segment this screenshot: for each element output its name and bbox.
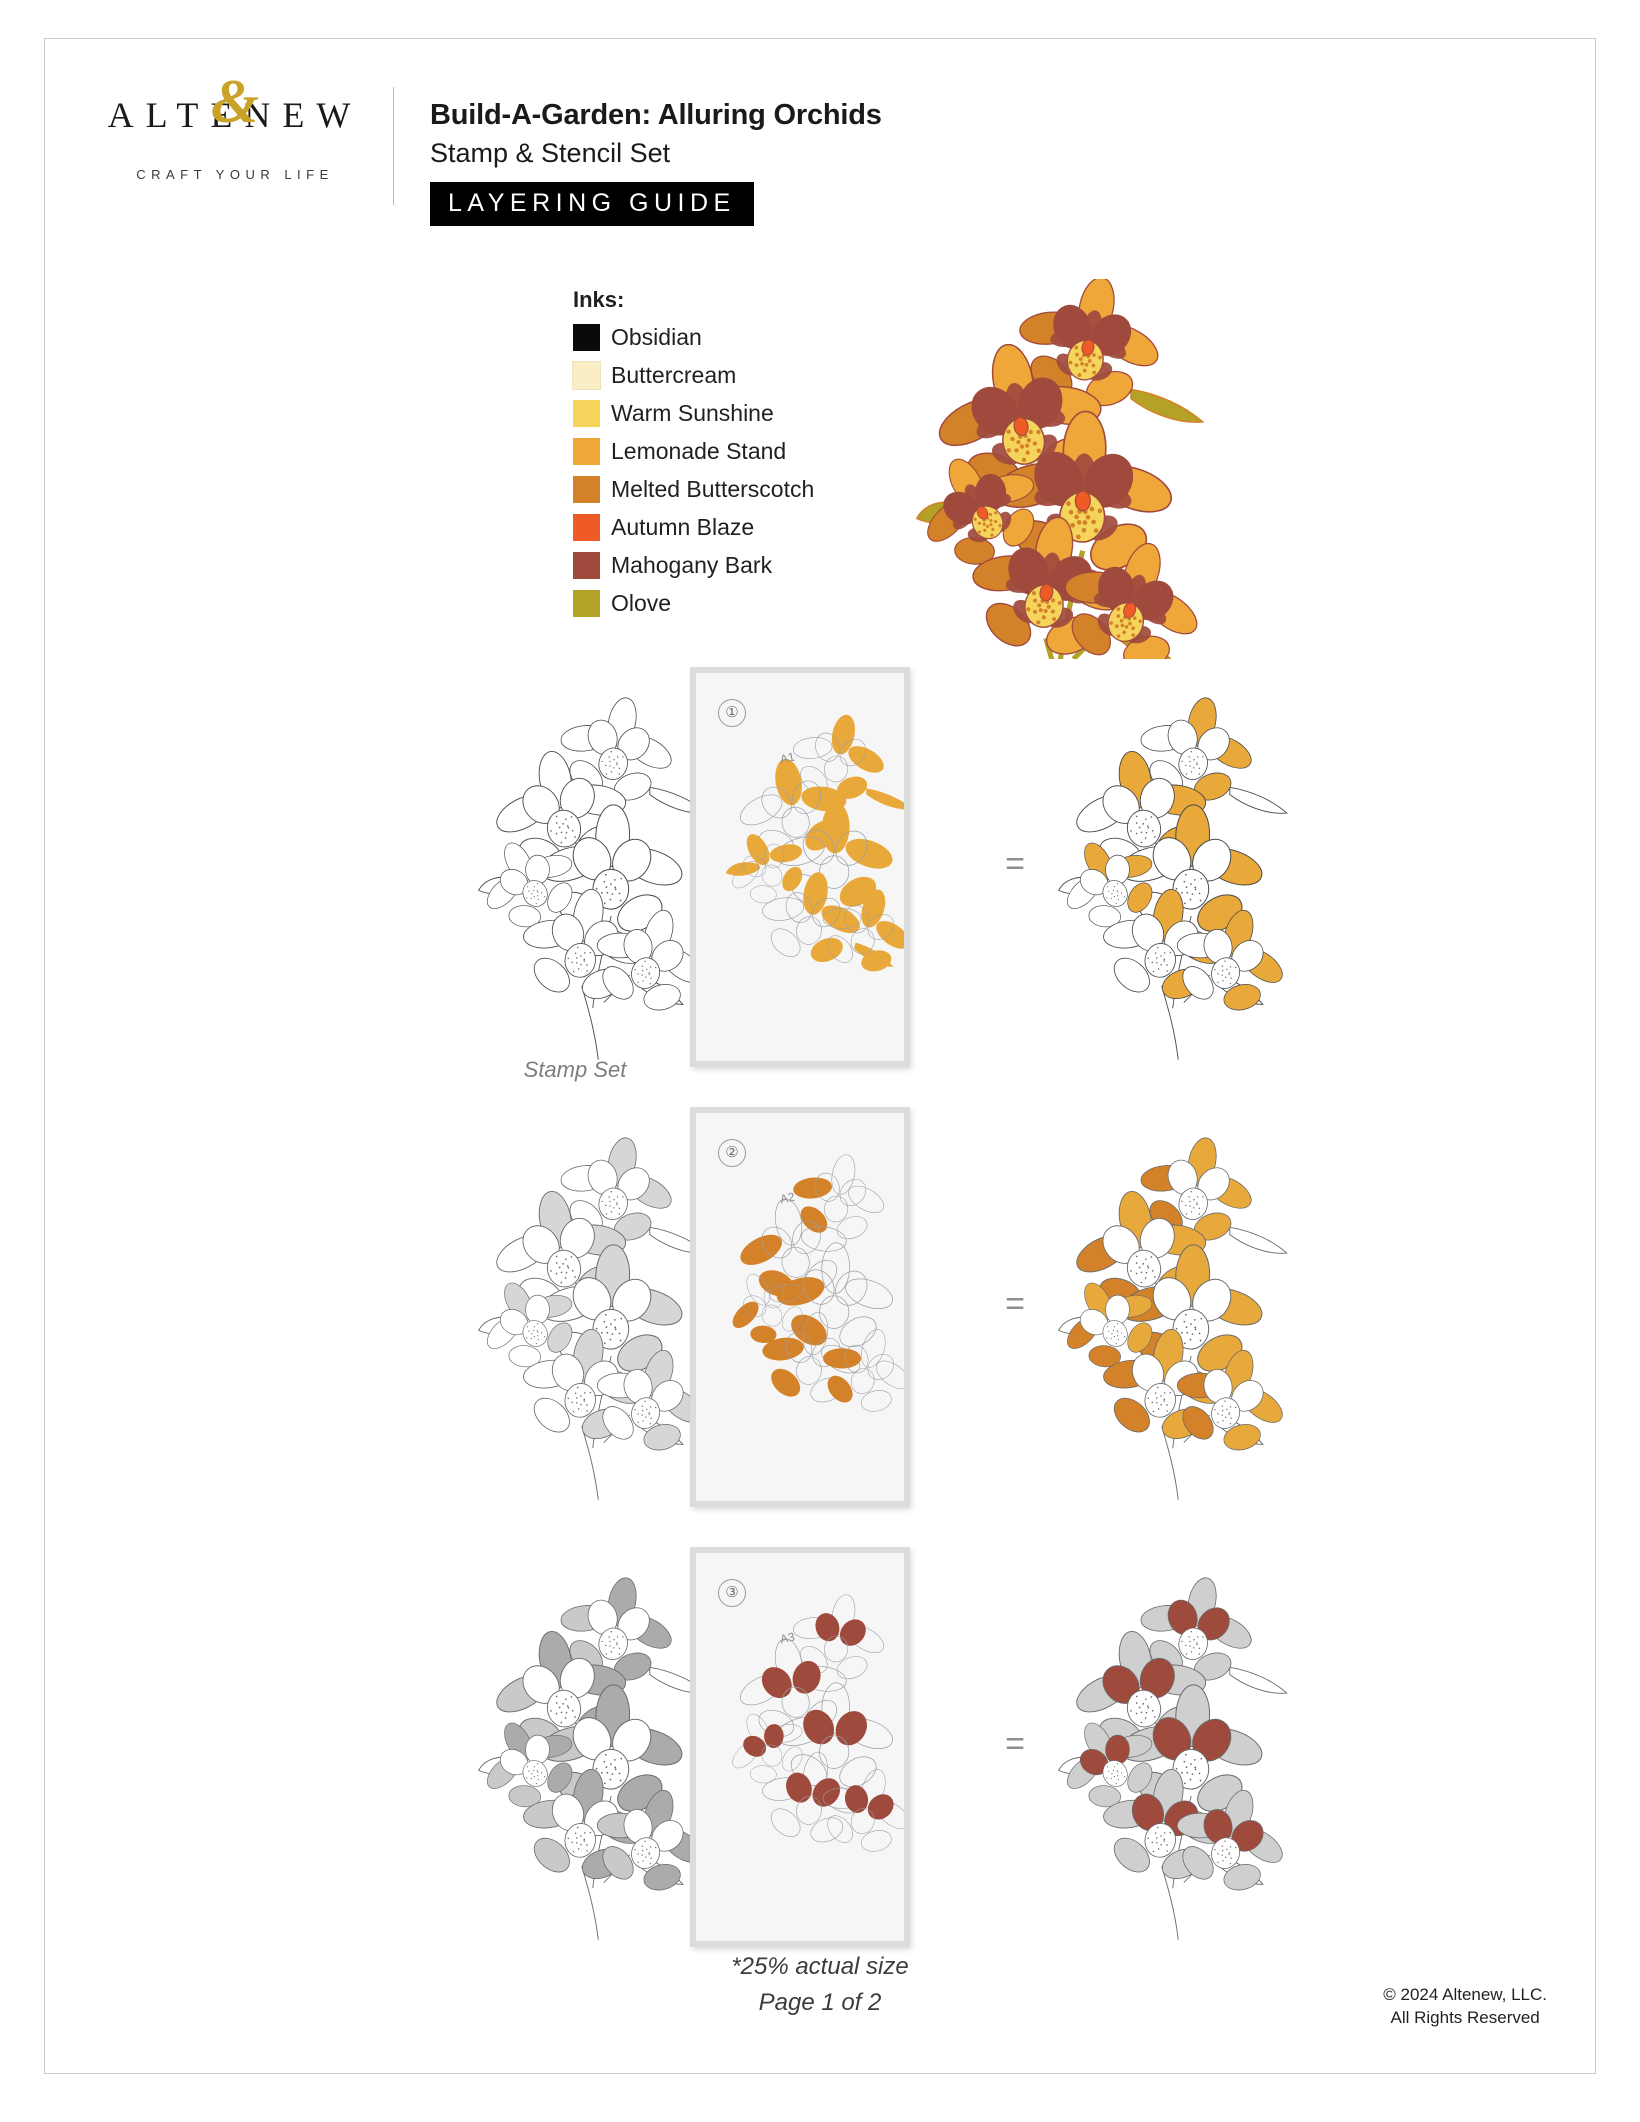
page-title: Build-A-Garden: Alluring Orchids [430,99,882,131]
ink-label: Warm Sunshine [611,399,774,426]
brand-logo: & ALTENEW CRAFT YOUR LIFE [95,68,375,182]
ink-label: Obsidian [611,323,702,350]
copyright-notice: © 2024 Altenew, LLC. All Rights Reserved [1383,1984,1547,2030]
layer-step-row: + ② A2 = [45,1099,1595,1519]
step-number-badge: ③ [718,1579,746,1607]
ink-item: Autumn Blaze [573,508,814,546]
inks-legend: Inks: Obsidian Buttercream Warm Sunshine… [572,287,814,622]
copyright-line-2: All Rights Reserved [1390,2007,1540,2027]
page-number-note: Page 1 of 2 [758,1989,882,2016]
ink-item: Buttercream [572,356,814,394]
ink-label: Lemonade Stand [611,437,787,464]
layer-step-row: + ③ A3 = [45,1539,1595,1959]
ink-swatch [573,589,600,617]
stamp-set-caption: Stamp Set [523,1057,627,1082]
ink-item: Obsidian [573,318,814,356]
ink-swatch [573,551,600,579]
result-artwork [1005,659,1305,1079]
result-artwork [1005,1539,1305,1959]
ink-label: Autumn Blaze [611,513,755,540]
ink-label: Buttercream [611,361,737,388]
equals-symbol: = [1005,1285,1025,1323]
ink-swatch [573,437,600,465]
ink-label: Melted Butterscotch [611,475,815,502]
base-stamp-artwork [425,1099,725,1519]
equals-operator: = [985,1539,1045,1959]
ink-label: Olove [611,589,672,616]
layering-guide-banner: LAYERING GUIDE [430,182,754,226]
equals-symbol: = [1005,1725,1025,1763]
ink-swatch [573,513,600,541]
step-number-badge: ② [718,1139,746,1167]
footer-notes: *25% actual size Page 1 of 2 [45,1949,1595,2021]
stencil-panel: ① A1 [690,659,930,1079]
header-divider [393,87,394,205]
page-subtitle: Stamp & Stencil Set [430,138,671,168]
stencil-card: ① A1 [690,667,910,1067]
stencil-panel: ② A2 [690,1099,930,1519]
stencil-card: ③ A3 [690,1547,910,1947]
stencil-panel: ③ A3 [690,1539,930,1959]
stencil-card: ② A2 [690,1107,910,1507]
stencil-orchid-icon [725,714,904,972]
ink-swatch [573,475,600,503]
stencil-code-label: A3 [778,1629,796,1647]
stencil-code-label: A2 [778,1189,796,1207]
layer-step-row: + ① A1 = Stamp Set [45,659,1595,1082]
actual-size-note: *25% actual size [731,1953,909,1980]
equals-operator: = [985,659,1045,1079]
base-stamp-artwork [425,1539,725,1959]
ink-item: Mahogany Bark [573,546,814,584]
equals-operator: = [985,1099,1045,1519]
step-number-badge: ① [718,699,746,727]
result-artwork [1005,1099,1305,1519]
amp-monogram-icon: & [210,68,260,136]
page-header: & ALTENEW CRAFT YOUR LIFE Build-A-Garden… [45,39,1595,226]
ink-swatch [573,399,600,427]
header-titles: Build-A-Garden: Alluring Orchids Stamp &… [430,99,882,226]
stencil-code-label: A1 [778,749,796,767]
base-stamp-artwork [425,659,725,1079]
orchid-result-icon [1058,1577,1288,1940]
hero-orchid-artwork [905,279,1265,659]
orchid-outline-icon [478,697,708,1060]
copyright-line-1: © 2024 Altenew, LLC. [1383,1985,1547,2004]
orchid-outline-icon [478,1577,708,1940]
inks-legend-title: Inks: [573,287,625,312]
logo-mark: & ALTENEW [95,68,375,153]
guide-page: & ALTENEW CRAFT YOUR LIFE Build-A-Garden… [44,38,1596,2074]
orchid-result-icon [1058,1137,1288,1500]
ink-swatch [572,360,601,390]
ink-label: Mahogany Bark [611,551,773,578]
orchid-result-icon [1058,697,1288,1060]
brand-tagline: CRAFT YOUR LIFE [136,167,334,182]
stencil-orchid-icon [732,1154,904,1412]
orchid-outline-icon [478,1137,708,1500]
ink-swatch [573,323,600,351]
ink-item: Melted Butterscotch [573,470,814,508]
ink-item: Warm Sunshine [573,394,814,432]
orchid-illustration-icon [915,279,1205,659]
ink-item: Lemonade Stand [573,432,814,470]
equals-symbol: = [1005,845,1025,883]
stencil-orchid-icon [732,1594,904,1852]
ink-item: Olove [573,584,814,622]
brand-name: ALTENEW [107,95,363,135]
